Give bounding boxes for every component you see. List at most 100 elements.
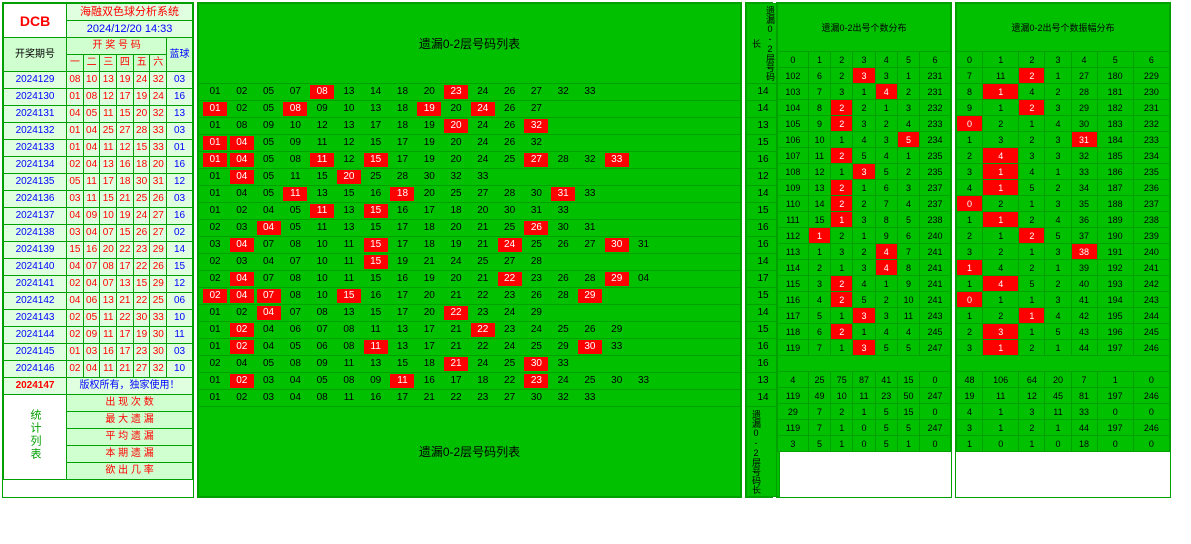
red-ball: 16 — [117, 157, 134, 174]
r3-stat-cell: 5 — [875, 420, 897, 436]
num-cell: 12 — [310, 119, 334, 133]
num-cell: 07 — [257, 238, 281, 252]
r3-cell: 2 — [808, 260, 830, 276]
num-cell: 04 — [257, 323, 281, 337]
num-cell: 31 — [524, 204, 548, 218]
period-id: 2024139 — [4, 242, 67, 259]
r3-cell: 102 — [778, 68, 809, 84]
r3-stat-cell: 7 — [808, 404, 830, 420]
r3-cell: 2 — [875, 116, 897, 132]
num-cell: 26 — [551, 272, 575, 286]
r4-cell: 185 — [1097, 148, 1133, 164]
r4-cell: 195 — [1097, 308, 1133, 324]
num-cell: 29 — [605, 323, 629, 337]
num-cell: 15 — [364, 238, 388, 252]
num-cell: 27 — [524, 153, 548, 167]
r4-stat-cell: 20 — [1045, 372, 1071, 388]
num-cell: 17 — [390, 306, 414, 320]
num-cell: 05 — [283, 340, 307, 354]
r4-stat-cell: 0 — [1097, 404, 1133, 420]
r3-cell: 8 — [808, 100, 830, 116]
red-ball: 15 — [133, 276, 150, 293]
period-id: 2024141 — [4, 276, 67, 293]
num-cell: 02 — [203, 357, 227, 371]
r3-cell: 4 — [875, 148, 897, 164]
r3-cell: 1 — [897, 148, 919, 164]
r4-cell: 2 — [1019, 260, 1045, 276]
r3-cell: 234 — [920, 132, 951, 148]
num-cell: 25 — [498, 221, 522, 235]
red-ball: 10 — [83, 72, 100, 89]
r4-stat-cell: 3 — [1019, 404, 1045, 420]
r4-cell: 4 — [957, 180, 983, 196]
r4-cell: 191 — [1097, 244, 1133, 260]
num-cell: 32 — [524, 136, 548, 150]
r3-cell: 116 — [778, 292, 809, 308]
num-cell: 04 — [257, 255, 281, 269]
r3-col-hdr: 0 — [778, 52, 809, 68]
red-ball: 20 — [150, 157, 167, 174]
num-cell: 11 — [310, 136, 334, 150]
num-cell: 27 — [471, 187, 495, 201]
num-cell: 17 — [390, 238, 414, 252]
num-cell: 01 — [203, 102, 227, 116]
r4-cell: 237 — [1133, 196, 1169, 212]
red-ball: 01 — [67, 140, 84, 157]
r4-cell: 230 — [1133, 84, 1169, 100]
r3-cell: 238 — [920, 212, 951, 228]
num-cell: 11 — [310, 153, 334, 167]
r3-cell: 110 — [778, 196, 809, 212]
r4-cell: 1 — [1019, 308, 1045, 324]
num-cell: 11 — [337, 238, 361, 252]
num-cell: 33 — [605, 153, 629, 167]
num-cell: 25 — [524, 340, 548, 354]
red-ball: 11 — [100, 361, 117, 378]
r3-cell: 3 — [875, 68, 897, 84]
num-cell: 11 — [310, 204, 334, 218]
stat-row-4: 欲 出 几 率 — [67, 463, 193, 480]
num-cell: 25 — [444, 187, 468, 201]
r4-cell: 8 — [957, 84, 983, 100]
r4-cell: 3 — [983, 132, 1019, 148]
period-id: 2024140 — [4, 259, 67, 276]
num-cell: 33 — [578, 187, 602, 201]
red-ball: 15 — [117, 106, 134, 123]
r4-cell: 229 — [1133, 68, 1169, 84]
num-cell: 25 — [551, 323, 575, 337]
r4-stat-cell: 33 — [1071, 404, 1097, 420]
num-cell: 04 — [257, 306, 281, 320]
mid-title-bottom: 遗漏0-2层号码列表 — [199, 407, 741, 497]
r3-stat-cell: 23 — [875, 388, 897, 404]
num-cell: 07 — [257, 272, 281, 286]
red-ball: 15 — [117, 225, 134, 242]
r3-cell: 105 — [778, 116, 809, 132]
r4-col-hdr: 4 — [1071, 52, 1097, 68]
r4-stat-cell: 19 — [957, 388, 983, 404]
r3-cell: 3 — [875, 308, 897, 324]
num-cell: 18 — [390, 119, 414, 133]
r4-cell: 1 — [983, 228, 1019, 244]
num-cell: 23 — [524, 272, 548, 286]
current-period: 2024147 — [4, 378, 67, 395]
r3-cell: 231 — [920, 84, 951, 100]
red-ball: 22 — [133, 259, 150, 276]
num-cell: 05 — [257, 136, 281, 150]
r3-stat-cell: 5 — [875, 404, 897, 420]
r4-cell: 3 — [957, 340, 983, 356]
r4-cell: 2 — [1045, 276, 1071, 292]
num-cell: 27 — [498, 391, 522, 405]
num-cell: 22 — [471, 340, 495, 354]
r3-cell: 1 — [831, 308, 853, 324]
num-cell: 23 — [471, 391, 495, 405]
r4-cell: 4 — [1045, 116, 1071, 132]
num-cell: 28 — [551, 289, 575, 303]
num-cell: 07 — [283, 306, 307, 320]
num-cell: 02 — [230, 340, 254, 354]
red-ball: 27 — [117, 123, 134, 140]
num-cell: 24 — [551, 374, 575, 388]
red-ball: 04 — [67, 293, 84, 310]
r4-cell: 1 — [957, 276, 983, 292]
col2-val: 15 — [747, 322, 780, 339]
r4-cell: 2 — [1019, 340, 1045, 356]
num-cell: 18 — [390, 85, 414, 99]
